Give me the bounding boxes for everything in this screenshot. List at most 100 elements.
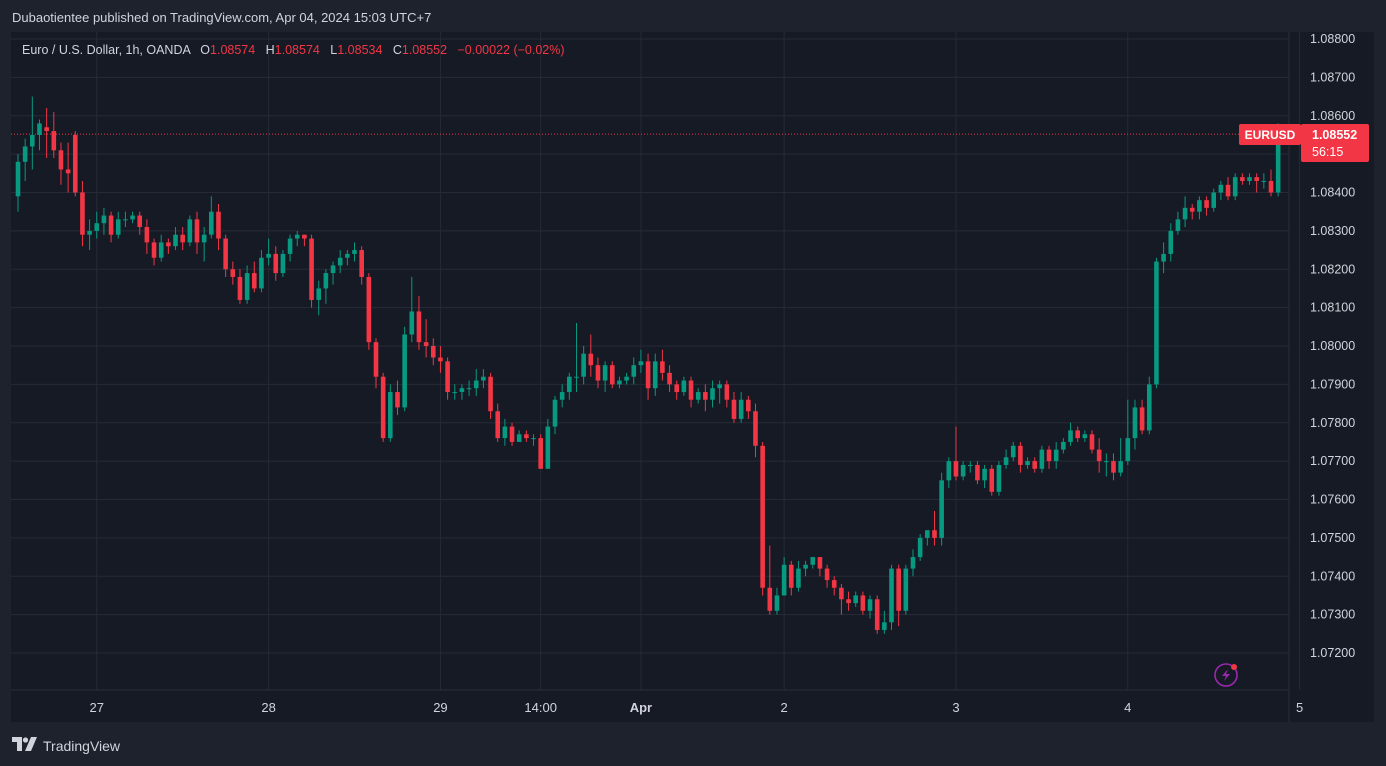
candle	[788, 560, 794, 596]
candle-body	[108, 215, 114, 235]
candle-body	[58, 150, 64, 170]
candle	[1182, 196, 1188, 228]
candle	[302, 234, 307, 247]
candle	[817, 557, 823, 577]
candle-body	[1068, 430, 1073, 442]
candle	[1104, 453, 1109, 477]
candle-body	[423, 342, 429, 346]
candle	[925, 530, 930, 546]
candle	[1075, 426, 1080, 442]
candle-body	[230, 269, 236, 277]
candle-body	[237, 276, 243, 300]
candle-body	[37, 123, 42, 135]
candle	[65, 142, 71, 193]
candle-body	[1003, 457, 1009, 465]
candlestick-chart[interactable]: 1.088001.087001.086001.085001.084001.083…	[11, 32, 1374, 722]
candle-body	[1039, 449, 1045, 469]
x-tick-label: 27	[90, 700, 104, 715]
candle	[595, 357, 601, 389]
candle-body	[180, 234, 185, 243]
candle	[373, 338, 379, 389]
candle	[545, 418, 551, 469]
candle	[488, 372, 493, 419]
candle	[180, 227, 185, 251]
candle	[738, 392, 744, 423]
lightning-icon[interactable]	[1214, 663, 1238, 687]
candle-body	[194, 219, 200, 243]
candle	[667, 365, 672, 393]
candle-body	[509, 426, 515, 442]
candle-body	[1211, 192, 1217, 208]
candle-body	[266, 253, 271, 258]
candle-body	[345, 253, 350, 258]
candle-body	[753, 411, 758, 446]
candle-body	[688, 380, 694, 400]
candle-body	[244, 273, 250, 300]
candle-body	[1061, 441, 1066, 450]
candle	[15, 154, 21, 212]
candle	[1161, 242, 1166, 274]
candle-body	[925, 530, 930, 538]
candle-body	[1146, 384, 1152, 431]
candle	[223, 234, 228, 277]
candle-body	[617, 380, 622, 385]
candle	[309, 234, 314, 308]
candle-body	[445, 361, 450, 393]
candle-body	[1075, 430, 1080, 439]
candle-body	[946, 461, 952, 481]
candle-body	[982, 468, 987, 481]
candle-body	[1018, 445, 1023, 465]
candle-body	[452, 392, 458, 394]
candle	[115, 211, 121, 239]
candle-body	[524, 434, 529, 439]
candle	[1139, 399, 1145, 435]
candle	[466, 380, 472, 396]
candle-body	[1225, 184, 1231, 197]
candle	[989, 464, 995, 496]
low-value: 1.08534	[337, 43, 383, 57]
candle-body	[259, 257, 264, 289]
candle	[559, 384, 565, 408]
candle	[1053, 441, 1059, 469]
candle-body	[1082, 434, 1088, 439]
candle	[481, 369, 486, 389]
price-tag: EURUSD 1.08552 56:15	[1239, 124, 1369, 162]
candle-body	[1118, 461, 1123, 473]
candle	[631, 357, 637, 385]
candle	[230, 261, 236, 285]
candle	[946, 457, 952, 488]
candle	[1211, 188, 1217, 212]
candle	[1096, 438, 1102, 473]
candle-body	[853, 595, 859, 604]
candle-body	[1204, 200, 1209, 208]
y-tick-label: 1.07600	[1310, 493, 1355, 507]
candle-body	[989, 468, 995, 492]
candle	[574, 322, 579, 393]
candle	[352, 242, 357, 262]
publisher-line: Dubaotientee published on TradingView.co…	[12, 10, 432, 25]
candle	[445, 357, 450, 400]
candle	[137, 211, 143, 235]
chart-legend: Euro / U.S. Dollar, 1h, OANDA O1.08574 H…	[22, 43, 565, 57]
candle-body	[94, 223, 100, 231]
candle	[1146, 376, 1152, 435]
candle-body	[1240, 177, 1245, 181]
candle-body	[731, 399, 737, 419]
x-tick-label: Apr	[630, 700, 652, 715]
chart-area[interactable]	[11, 32, 1374, 722]
candle-body	[1139, 407, 1145, 431]
candle-body	[366, 276, 372, 343]
y-tick-label: 1.07500	[1310, 531, 1355, 545]
candle	[509, 422, 515, 446]
x-tick-label: 2	[781, 700, 788, 715]
candle	[953, 426, 959, 481]
symbol-tag-bg	[1239, 124, 1301, 145]
candle	[51, 111, 57, 158]
candle-body	[588, 353, 594, 366]
candle	[975, 461, 980, 485]
candle	[1039, 445, 1045, 473]
candle-body	[996, 464, 1002, 492]
candle	[1175, 211, 1181, 235]
candle-body	[910, 557, 916, 569]
brand[interactable]: TradingView	[12, 737, 120, 755]
